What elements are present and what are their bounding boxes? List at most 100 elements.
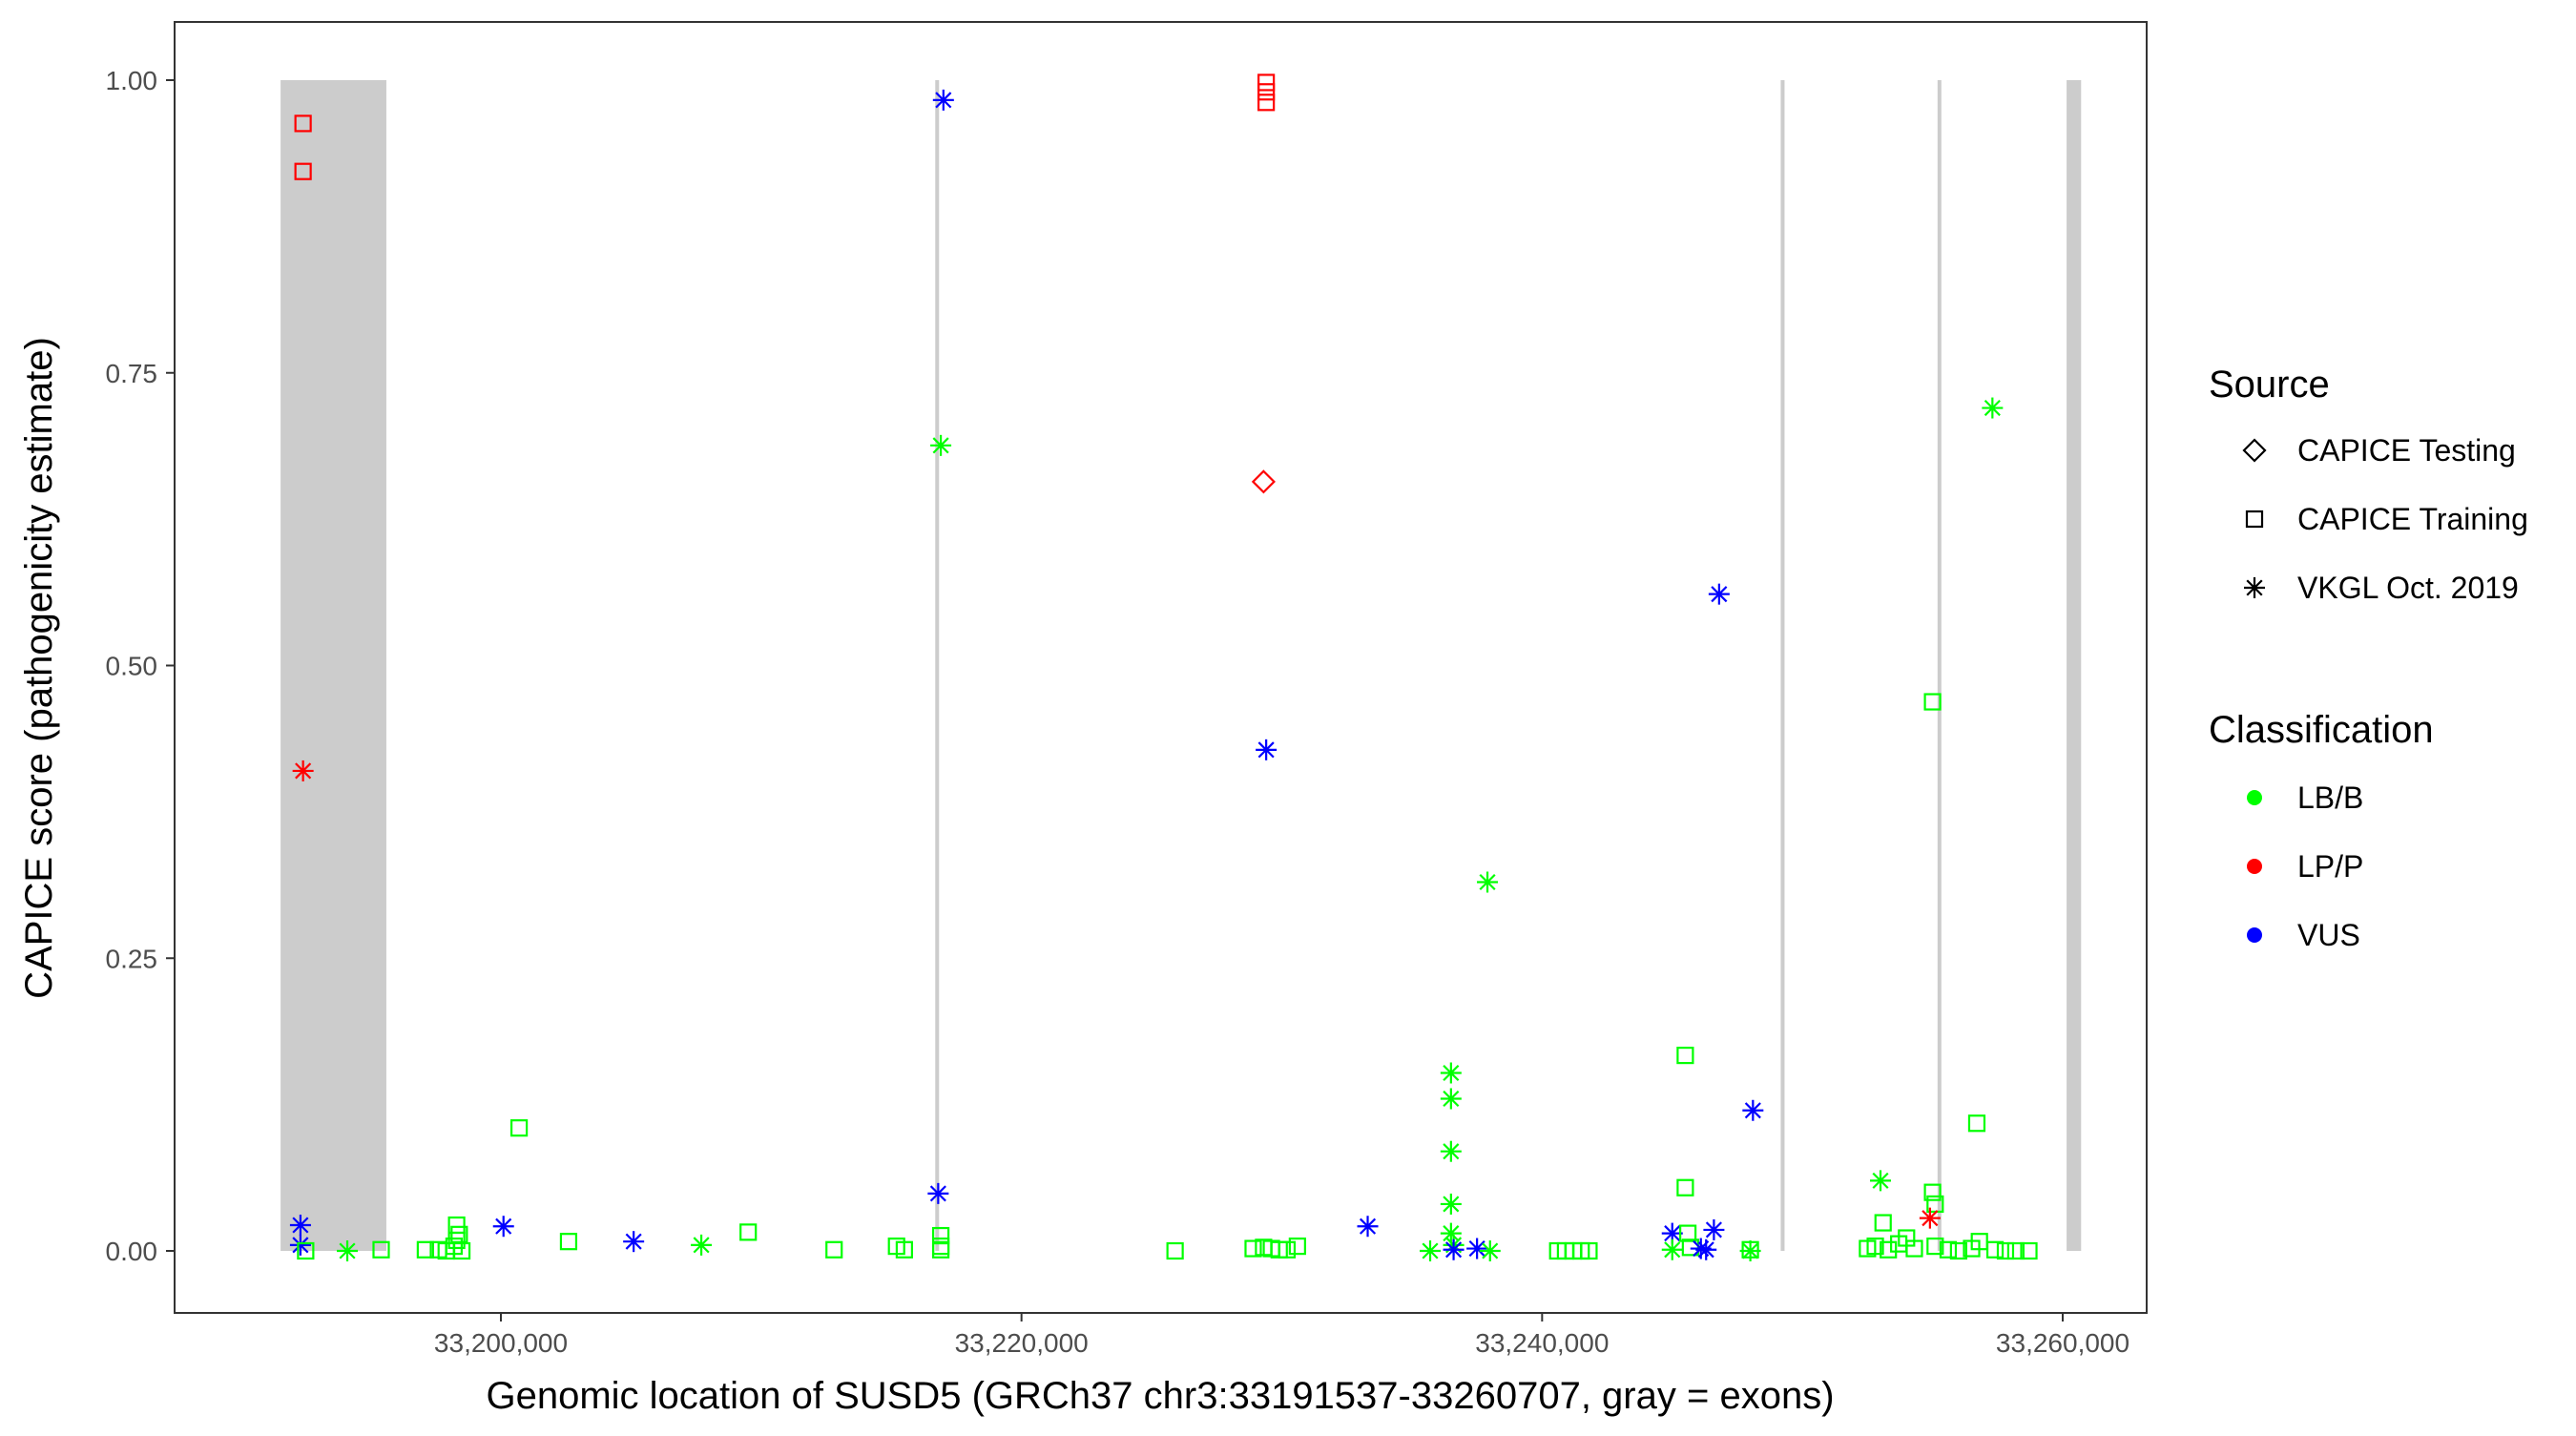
data-point: [1905, 1239, 1923, 1258]
data-point: [927, 1182, 949, 1204]
data-point: [1676, 1178, 1694, 1197]
x-tick-label: 33,220,000: [955, 1328, 1089, 1358]
data-point: [1742, 1099, 1764, 1121]
data-point: [1466, 1238, 1488, 1259]
x-axis-title: Genomic location of SUSD5 (GRCh37 chr3:3…: [486, 1375, 1834, 1417]
legend-source-items: CAPICE Testing CAPICE Training VKGL Oct. 2…: [2242, 433, 2528, 605]
legend-class-key: [2247, 927, 2262, 943]
data-point: [337, 1240, 359, 1261]
data-point: [1996, 1241, 2015, 1260]
legend-class-key: [2247, 790, 2262, 805]
data-point: [1874, 1214, 1892, 1232]
data-point: [1870, 1170, 1892, 1192]
data-point: [1919, 1207, 1941, 1229]
data-points: [289, 73, 2038, 1261]
data-point: [1440, 1088, 1462, 1110]
exon-band: [1780, 80, 1785, 1251]
data-point: [931, 1226, 950, 1245]
x-tick-label: 33,240,000: [1475, 1328, 1609, 1358]
legend-source-label: CAPICE Training: [2297, 502, 2528, 536]
data-point: [1256, 739, 1278, 760]
legend-source-key: [2244, 577, 2265, 598]
data-point: [1251, 469, 1276, 494]
data-point: [931, 1240, 950, 1259]
legend-source-key: [2242, 438, 2267, 463]
data-point: [1479, 1240, 1501, 1261]
data-point: [289, 1215, 311, 1237]
data-point: [1708, 583, 1730, 605]
exon-band: [280, 80, 386, 1251]
data-point: [1949, 1241, 1967, 1260]
data-point: [1257, 83, 1276, 101]
x-tick-label: 33,200,000: [434, 1328, 568, 1358]
legend-source-title: Source: [2209, 364, 2330, 406]
exon-band: [935, 80, 940, 1251]
data-point: [294, 114, 312, 133]
data-point: [1676, 1046, 1694, 1065]
data-point: [416, 1240, 434, 1259]
data-point: [1477, 871, 1499, 893]
plot-panel-border: [174, 21, 2148, 1314]
data-point: [1985, 1240, 2005, 1259]
data-point: [1420, 1240, 1442, 1261]
legend-source-key: [2245, 510, 2264, 529]
data-point: [1288, 1237, 1306, 1256]
exon-bands: [280, 80, 2082, 1251]
data-point: [1443, 1238, 1465, 1260]
data-point: [372, 1240, 390, 1259]
legend-class-label: VUS: [2297, 918, 2360, 952]
data-point: [1681, 1238, 1699, 1257]
data-point: [623, 1231, 645, 1253]
data-point: [1982, 397, 2004, 419]
legend-classification-items: LB/B LP/P VUS: [2247, 780, 2363, 952]
data-point: [1926, 1237, 1944, 1256]
data-point: [825, 1240, 843, 1259]
data-point: [1440, 1193, 1462, 1215]
legend-source-label: VKGL Oct. 2019: [2297, 571, 2519, 605]
y-tick-label: 0.50: [106, 652, 158, 681]
legend: Source CAPICE Testing CAPICE Training VKGL…: [2209, 364, 2528, 952]
data-point: [1866, 1237, 1884, 1256]
x-axis: 33,200,000 33,220,000 33,240,000 33,260,000: [434, 1313, 2129, 1358]
data-point: [1739, 1240, 1761, 1261]
data-point: [1440, 1140, 1462, 1162]
data-point: [297, 1241, 315, 1260]
legend-class-label: LB/B: [2297, 780, 2363, 815]
data-point: [1695, 1238, 1717, 1260]
data-point: [559, 1233, 578, 1251]
data-point: [292, 760, 314, 781]
data-point: [1257, 94, 1276, 112]
x-tick-label: 33,260,000: [1996, 1328, 2129, 1358]
data-point: [1357, 1216, 1379, 1238]
data-point: [509, 1119, 529, 1137]
data-point: [895, 1240, 913, 1259]
data-point: [1580, 1241, 1598, 1260]
legend-class-label: LP/P: [2297, 849, 2363, 884]
data-point: [1257, 73, 1276, 92]
data-point: [1923, 693, 1942, 711]
legend-source-label: CAPICE Testing: [2297, 433, 2516, 468]
data-point: [1661, 1238, 1683, 1260]
data-point: [1939, 1240, 1958, 1259]
data-point: [739, 1223, 758, 1241]
y-tick-label: 0.00: [106, 1237, 158, 1266]
data-point: [1923, 1183, 1942, 1201]
exon-band: [1937, 80, 1942, 1251]
data-point: [1679, 1224, 1697, 1242]
data-point: [452, 1241, 471, 1260]
data-point: [1703, 1218, 1725, 1240]
data-point: [294, 162, 312, 180]
data-point: [492, 1216, 514, 1238]
exon-band: [2067, 80, 2082, 1251]
y-axis-title: CAPICE score (pathogenicity estimate): [18, 337, 60, 999]
data-point: [289, 1234, 311, 1256]
data-point: [1440, 1062, 1462, 1084]
data-point: [1244, 1239, 1262, 1258]
data-point: [1278, 1240, 1297, 1259]
data-point: [691, 1234, 713, 1256]
legend-class-key: [2247, 859, 2262, 874]
data-point: [930, 434, 952, 456]
data-point: [2020, 1241, 2038, 1260]
